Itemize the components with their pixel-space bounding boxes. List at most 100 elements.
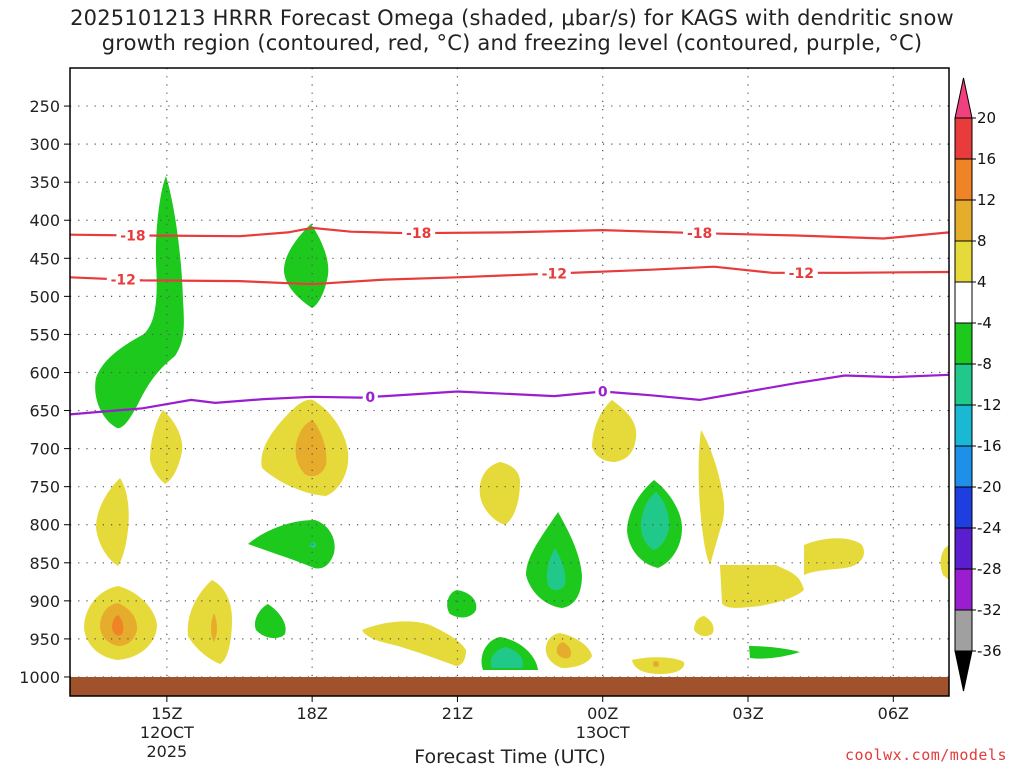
- omega-region-subsidence: [187, 580, 232, 664]
- omega-shading: [84, 176, 949, 674]
- omega-region-subsidence: [694, 616, 714, 637]
- colorbar-segment: [954, 199, 973, 242]
- contour-label-bg: [537, 265, 571, 282]
- colorbar-label: -24: [977, 519, 1002, 537]
- chart-title: 2025101213 HRRR Forecast Omega (shaded, …: [0, 6, 1024, 56]
- colorbar-segment: [954, 527, 973, 570]
- contour-label-bg: [595, 383, 611, 400]
- colorbar-segment: [954, 445, 973, 488]
- omega-region-subsidence: [479, 462, 520, 525]
- omega-region-ascent-core: [546, 548, 566, 591]
- omega-region-ascent: [749, 646, 800, 659]
- x-tick-label: 18Z: [296, 704, 327, 723]
- contour-label: -18: [406, 226, 431, 242]
- x-tick-label: 21Z: [442, 704, 473, 723]
- colorbar-label: -12: [977, 396, 1002, 414]
- y-tick-label: 550: [29, 325, 60, 344]
- omega-region-ascent: [447, 590, 477, 618]
- colorbar-bottom-triangle: [954, 650, 973, 692]
- contour-label-bg: [106, 271, 140, 288]
- plot-frame: [69, 67, 950, 697]
- omega-region-ascent: [248, 520, 335, 569]
- colorbar-segment: [954, 158, 973, 201]
- colorbar-label: -36: [977, 642, 1002, 660]
- colorbar-label: -16: [977, 437, 1002, 455]
- y-tick-label: 750: [29, 478, 60, 497]
- x-axis-title: Forecast Time (UTC): [414, 746, 606, 768]
- y-tick-label: 300: [29, 135, 60, 154]
- y-tick-label: 800: [29, 516, 60, 535]
- y-tick-label: 250: [29, 97, 60, 116]
- y-tick-label: 600: [29, 363, 60, 382]
- colorbar-label: -20: [977, 478, 1002, 496]
- colorbar-label: -32: [977, 601, 1002, 619]
- x-tick-label: 00Z: [587, 704, 618, 723]
- y-tick-label: 650: [29, 402, 60, 421]
- contour-freezing-level: [70, 373, 949, 416]
- colorbar-label: 20: [977, 109, 996, 127]
- omega-region-subsidence-strong: [211, 613, 217, 642]
- ground-surface: [70, 677, 949, 696]
- omega-region-subsidence: [698, 430, 725, 565]
- y-tick-label: 450: [29, 249, 60, 268]
- y-tick-label: 900: [29, 592, 60, 611]
- y-tick-label: 1000: [19, 668, 60, 687]
- x-tick-label: 15Z: [151, 704, 182, 723]
- chart-title-line1: 2025101213 HRRR Forecast Omega (shaded, …: [70, 6, 954, 30]
- omega-region-ascent: [95, 176, 184, 429]
- omega-region-subsidence-strong: [295, 420, 327, 477]
- y-tick-label: 400: [29, 211, 60, 230]
- y-tick-label: 700: [29, 440, 60, 459]
- y-axis: 250 300 350 400 450 500 550 600 650 700 750 800 850 9…: [19, 97, 70, 687]
- colorbar-label: 16: [977, 150, 996, 168]
- contour-label: -12: [542, 267, 567, 283]
- omega-region-subsidence: [362, 621, 466, 666]
- colorbar-segment: [954, 117, 973, 160]
- omega-region-subsidence: [940, 545, 949, 580]
- y-tick-label: 850: [29, 554, 60, 573]
- colorbar-segment: [954, 486, 973, 529]
- contour-label: -18: [120, 228, 145, 244]
- contour-label-bg: [116, 227, 150, 244]
- colorbar: 20 16 12 8 4 -4 -8 -12 -16 -20 -24 -28 -32 -36: [954, 77, 1002, 692]
- contour-label: -12: [111, 273, 136, 289]
- omega-region-subsidence: [150, 410, 183, 484]
- colorbar-top-triangle: [954, 77, 973, 119]
- colorbar-segment: [954, 404, 973, 447]
- colorbar-label: -28: [977, 560, 1002, 578]
- x-tick-year: 2025: [147, 742, 188, 761]
- x-tick-date: 12OCT: [140, 723, 194, 742]
- contour-label: 0: [598, 385, 608, 401]
- y-tick-label: 350: [29, 173, 60, 192]
- colorbar-label: 8: [977, 232, 987, 250]
- colorbar-label: -4: [977, 314, 992, 332]
- omega-region-subsidence: [96, 478, 129, 566]
- omega-region-ascent: [254, 604, 286, 639]
- chart-title-line2: growth region (contoured, red, °C) and f…: [101, 31, 923, 55]
- credit-link[interactable]: coolwx.com/models: [844, 746, 1007, 764]
- colorbar-segment: [954, 281, 973, 324]
- omega-region-ascent-core: [490, 647, 524, 668]
- y-tick-label: 950: [29, 630, 60, 649]
- contour-label-bg: [362, 388, 378, 405]
- contour-label: 0: [365, 390, 375, 406]
- colorbar-segment: [954, 363, 973, 406]
- colorbar-label: 12: [977, 191, 996, 209]
- x-tick-label: 03Z: [732, 704, 763, 723]
- omega-region-ascent-core: [310, 542, 316, 548]
- colorbar-segment: [954, 609, 973, 652]
- omega-region-ascent: [283, 224, 329, 308]
- colorbar-segment: [954, 568, 973, 611]
- omega-region-subsidence: [592, 400, 637, 462]
- contour-lines: -18 -18 -18 -12 -12 -12 0 0: [70, 225, 949, 416]
- omega-region-subsidence-strong: [653, 661, 659, 667]
- omega-region-subsidence-strong: [556, 642, 572, 659]
- contour-label-bg: [784, 264, 818, 281]
- contour-dendritic-lower: [70, 265, 949, 286]
- contour-label-bg: [683, 225, 717, 242]
- contour-label: -18: [687, 226, 712, 242]
- contour-label-bg: [402, 225, 436, 242]
- y-tick-label: 500: [29, 287, 60, 306]
